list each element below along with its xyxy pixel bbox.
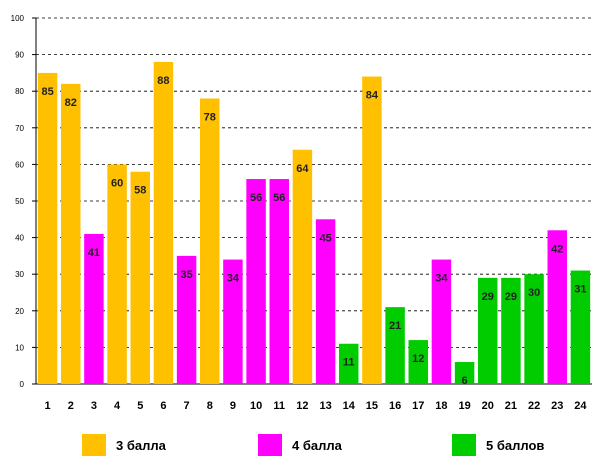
data-label: 21 (389, 320, 401, 332)
data-label: 31 (574, 284, 586, 296)
data-label: 34 (435, 273, 448, 285)
bar (408, 340, 428, 384)
x-tick-label: 2 (68, 400, 74, 412)
data-label: 34 (227, 273, 240, 285)
bar (107, 164, 127, 384)
legend-swatch-5-ballov (452, 434, 476, 456)
data-label: 11 (343, 357, 355, 369)
data-label: 42 (551, 243, 563, 255)
legend-label-5-ballov: 5 баллов (486, 437, 545, 453)
x-tick-label: 12 (296, 400, 308, 412)
y-tick-label: 90 (15, 51, 24, 60)
x-tick-label: 21 (505, 400, 517, 412)
bar (478, 277, 498, 384)
x-tick-label: 15 (366, 400, 378, 412)
data-label: 41 (88, 247, 100, 259)
x-tick-label: 22 (528, 400, 540, 412)
y-tick-label: 70 (15, 124, 24, 133)
bar (153, 61, 174, 385)
bar (362, 76, 382, 384)
y-tick-label: 40 (15, 234, 24, 243)
bar (269, 179, 289, 384)
legend: 3 балла 4 балла 5 баллов (0, 432, 600, 462)
data-label: 30 (528, 287, 540, 299)
bar (339, 343, 359, 384)
x-tick-label: 9 (230, 400, 236, 412)
bar (176, 255, 197, 384)
x-tick-label: 14 (343, 400, 356, 412)
bar (315, 219, 336, 384)
data-label: 88 (157, 75, 169, 87)
legend-label-4-balla: 4 балла (292, 437, 342, 453)
data-label: 58 (134, 185, 146, 197)
x-tick-label: 24 (574, 400, 587, 412)
y-tick-label: 10 (15, 343, 24, 352)
x-tick-label: 3 (91, 400, 97, 412)
x-tick-label: 16 (389, 400, 401, 412)
x-tick-label: 4 (114, 400, 121, 412)
bar (570, 270, 591, 384)
x-tick-label: 11 (273, 400, 285, 412)
data-label: 56 (273, 192, 285, 204)
data-label: 29 (505, 291, 517, 303)
x-tick-label: 7 (184, 400, 190, 412)
x-tick-label: 23 (551, 400, 563, 412)
bar (547, 230, 567, 384)
data-label: 6 (462, 375, 468, 387)
data-label: 60 (111, 177, 123, 189)
bar (223, 259, 243, 384)
bar (454, 362, 475, 384)
x-tick-label: 17 (412, 400, 424, 412)
data-label: 29 (482, 291, 494, 303)
data-label: 82 (65, 97, 77, 109)
y-tick-label: 100 (11, 14, 25, 23)
data-label: 35 (180, 269, 192, 281)
y-tick-label: 50 (15, 197, 24, 206)
bar (61, 83, 81, 384)
y-tick-label: 30 (15, 270, 24, 279)
legend-item-4-balla: 4 балла (258, 432, 342, 458)
bar (292, 149, 313, 384)
x-tick-label: 20 (482, 400, 494, 412)
data-label: 56 (250, 192, 262, 204)
bar (200, 98, 220, 385)
legend-label-3-balla: 3 балла (116, 437, 166, 453)
legend-item-5-ballov: 5 баллов (452, 432, 544, 458)
y-tick-label: 80 (15, 87, 24, 96)
x-tick-label: 6 (160, 400, 166, 412)
data-label: 12 (412, 353, 424, 365)
bar (501, 277, 521, 384)
x-tick-label: 18 (435, 400, 447, 412)
data-label: 45 (319, 232, 331, 244)
bar (37, 72, 58, 385)
bar (84, 233, 104, 384)
data-label: 78 (204, 112, 216, 124)
y-tick-label: 0 (20, 380, 25, 389)
x-tick-label: 5 (137, 400, 143, 412)
data-label: 84 (366, 90, 379, 102)
x-tick-label: 19 (458, 400, 470, 412)
bar (246, 179, 266, 384)
y-tick-label: 20 (15, 307, 24, 316)
bar (431, 259, 452, 384)
bar (385, 307, 405, 384)
x-tick-label: 8 (207, 400, 213, 412)
x-tick-label: 10 (250, 400, 262, 412)
legend-item-3-balla: 3 балла (82, 432, 166, 458)
bar (524, 274, 544, 384)
bar-chart: 0102030405060708090100851822413604585886… (11, 14, 592, 412)
x-tick-label: 1 (45, 400, 51, 412)
legend-swatch-4-balla (258, 434, 282, 456)
data-label: 64 (296, 163, 309, 175)
bar (130, 171, 150, 384)
legend-swatch-3-balla (82, 434, 106, 456)
data-label: 85 (41, 86, 53, 98)
y-tick-label: 60 (15, 160, 24, 169)
x-tick-label: 13 (319, 400, 331, 412)
